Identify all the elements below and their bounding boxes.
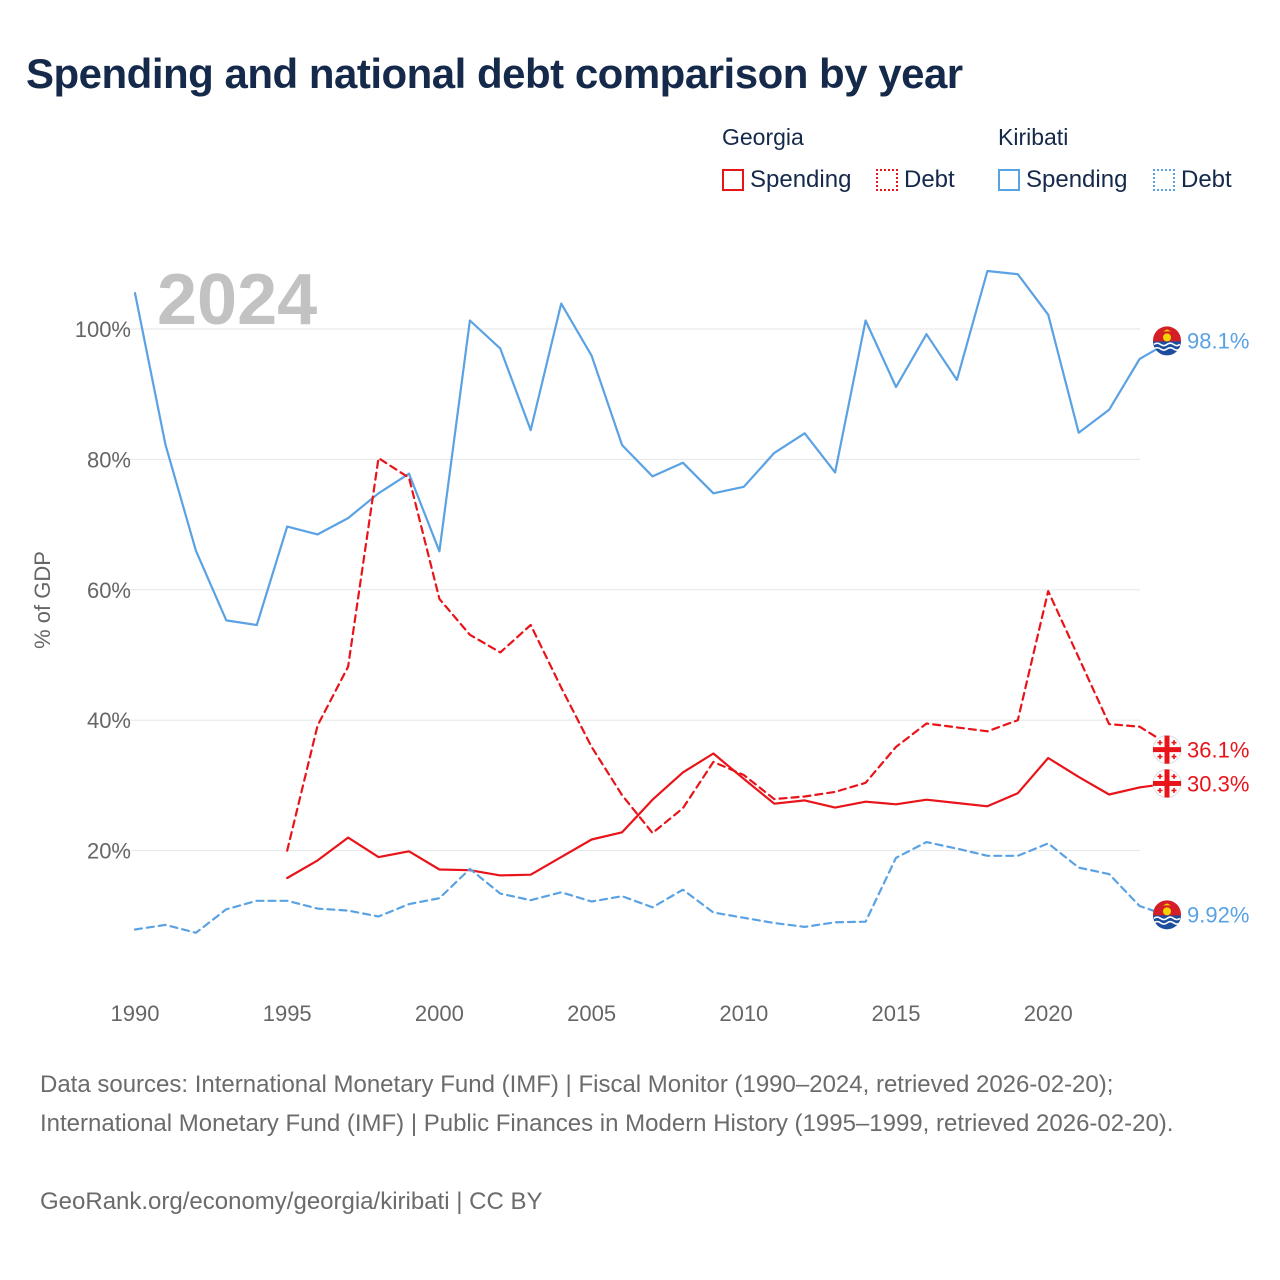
x-tick-label: 2020 bbox=[1024, 1001, 1073, 1026]
legend-georgia-debt[interactable]: Debt bbox=[876, 166, 955, 194]
series-line-kiribati-debt[interactable] bbox=[133, 840, 1172, 934]
credit-link[interactable]: GeoRank.org/economy/georgia/kiribati | C… bbox=[40, 1188, 543, 1215]
legend-swatch-solid-icon bbox=[998, 169, 1020, 191]
y-axis-label: % of GDP bbox=[30, 551, 55, 649]
x-tick-label: 1990 bbox=[111, 1001, 160, 1026]
series-line-kiribati-spending[interactable] bbox=[133, 269, 1172, 627]
legend-group-kiribati: Kiribati bbox=[998, 124, 1069, 150]
series-line-georgia-spending[interactable] bbox=[286, 752, 1172, 880]
x-tick-labels: 1990 1995 2000 2005 2010 2015 2020 bbox=[111, 1001, 1073, 1026]
gridlines bbox=[112, 328, 1140, 852]
end-value-label: 36.1% bbox=[1187, 738, 1249, 763]
x-tick-label: 2015 bbox=[872, 1001, 921, 1026]
y-tick-labels: 20% 40% 60% 80% 100% bbox=[75, 317, 131, 864]
georgia-flag-icon bbox=[1152, 768, 1182, 798]
kiribati-flag-icon bbox=[1153, 326, 1181, 356]
legend-georgia-spending[interactable]: Spending bbox=[722, 166, 851, 194]
series-lines bbox=[133, 269, 1172, 934]
legend-kiribati-debt[interactable]: Debt bbox=[1153, 166, 1232, 194]
legend-group-georgia: Georgia bbox=[722, 124, 804, 150]
year-label: 2024 bbox=[157, 260, 317, 340]
x-tick-label: 1995 bbox=[263, 1001, 312, 1026]
georgia-flag-icon bbox=[1152, 735, 1182, 765]
x-tick-label: 2005 bbox=[567, 1001, 616, 1026]
legend-label: Debt bbox=[1181, 166, 1232, 193]
x-tick-label: 2010 bbox=[719, 1001, 768, 1026]
legend-label: Spending bbox=[1026, 166, 1128, 193]
legend-kiribati-spending[interactable]: Spending bbox=[998, 166, 1127, 194]
end-value-label: 9.92% bbox=[1187, 902, 1249, 927]
y-tick-label: 20% bbox=[87, 839, 131, 864]
end-markers: 98.1% 36.1% 30.3% 9.92% bbox=[1152, 326, 1249, 930]
legend-label: Spending bbox=[750, 166, 852, 193]
y-tick-label: 80% bbox=[87, 447, 131, 472]
series-line-georgia-debt[interactable] bbox=[286, 457, 1172, 852]
legend-label: Debt bbox=[904, 166, 955, 193]
x-tick-label: 2000 bbox=[415, 1001, 464, 1026]
legend-swatch-dotted-icon bbox=[876, 169, 898, 191]
end-value-label: 98.1% bbox=[1187, 328, 1249, 353]
page-title: Spending and national debt comparison by… bbox=[26, 50, 963, 97]
y-tick-label: 40% bbox=[87, 708, 131, 733]
legend-swatch-dotted-icon bbox=[1153, 169, 1175, 191]
y-tick-label: 60% bbox=[87, 578, 131, 603]
end-value-label: 30.3% bbox=[1187, 771, 1249, 796]
line-chart: 2024 % of GDP 20% 40% 60% 80% 100% 1990 1995 2… bbox=[30, 260, 1249, 1026]
kiribati-flag-icon bbox=[1153, 900, 1181, 930]
legend-swatch-solid-icon bbox=[722, 169, 744, 191]
data-sources: Data sources: International Monetary Fun… bbox=[40, 1071, 1174, 1137]
y-tick-label: 100% bbox=[75, 317, 131, 342]
